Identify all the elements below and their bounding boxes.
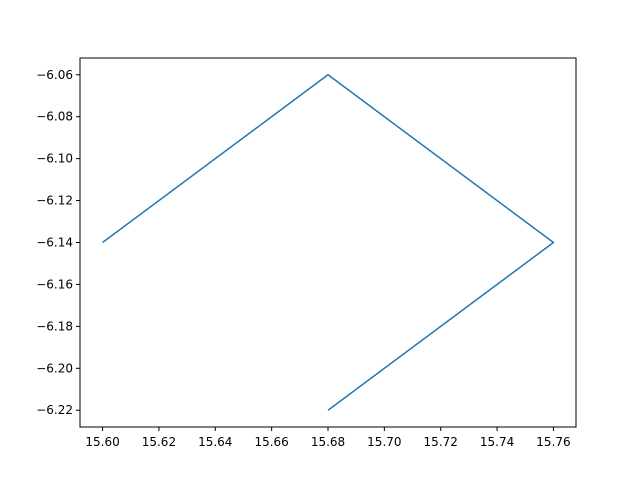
y-tick-label: −6.16 bbox=[36, 277, 73, 291]
y-tick-label: −6.12 bbox=[36, 194, 73, 208]
plot-area bbox=[102, 74, 555, 411]
series-line-0 bbox=[102, 74, 555, 411]
y-tick-label: −6.10 bbox=[36, 152, 73, 166]
x-tick-label: 15.74 bbox=[480, 435, 514, 449]
y-axis: −6.06 −6.08 −6.10 −6.12 −6.14 −6.16 −6.18 −6.20… bbox=[36, 68, 80, 417]
x-tick-label: 15.66 bbox=[254, 435, 288, 449]
y-tick-label: −6.20 bbox=[36, 361, 73, 375]
axes-frame bbox=[79, 57, 577, 428]
x-tick-label: 15.72 bbox=[424, 435, 458, 449]
x-tick-label: 15.60 bbox=[85, 435, 119, 449]
y-tick-label: −6.06 bbox=[36, 68, 73, 82]
y-tick-label: −6.14 bbox=[36, 236, 73, 250]
y-tick-label: −6.18 bbox=[36, 319, 73, 333]
x-tick-label: 15.70 bbox=[367, 435, 401, 449]
x-tick-label: 15.68 bbox=[311, 435, 345, 449]
x-tick-label: 15.62 bbox=[142, 435, 176, 449]
x-tick-label: 15.76 bbox=[536, 435, 570, 449]
x-axis: 15.60 15.62 15.64 15.66 15.68 15.70 15.72 15.74… bbox=[85, 427, 571, 449]
y-tick-label: −6.08 bbox=[36, 110, 73, 124]
y-tick-label: −6.22 bbox=[36, 403, 73, 417]
x-tick-label: 15.64 bbox=[198, 435, 232, 449]
